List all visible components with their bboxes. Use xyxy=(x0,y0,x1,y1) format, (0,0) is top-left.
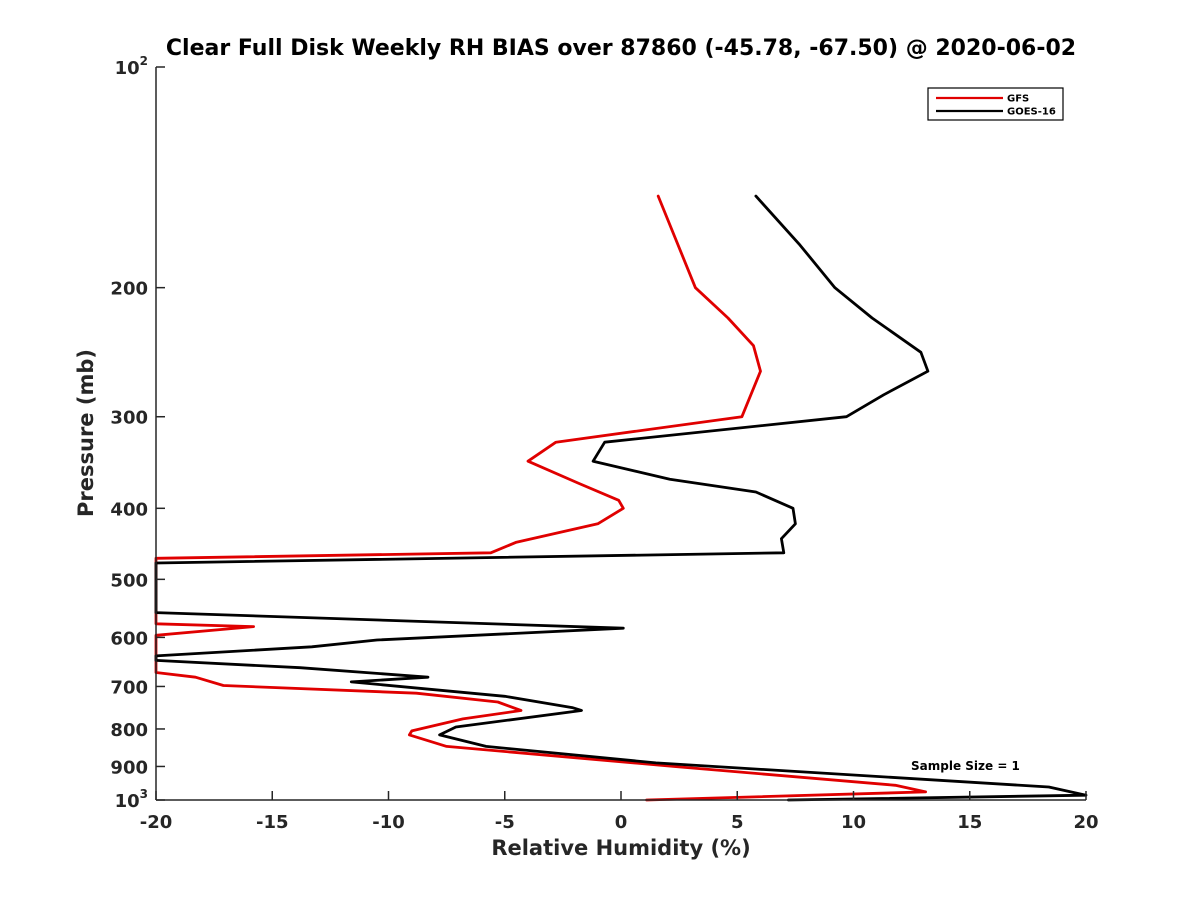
x-axis-label: Relative Humidity (%) xyxy=(491,836,750,860)
legend-box xyxy=(927,87,1064,121)
legend-label-gfs: GFS xyxy=(1007,94,1029,105)
series-line-gfs xyxy=(154,194,927,802)
legend-label-goes16: GOES-16 xyxy=(1007,107,1056,118)
x-tick-label: -15 xyxy=(256,812,289,833)
y-tick-label: 500 xyxy=(110,570,148,591)
x-tick-label: -20 xyxy=(140,812,173,833)
series-lines xyxy=(154,194,1088,802)
series-line-goes16 xyxy=(154,194,1088,802)
y-tick-label: 900 xyxy=(110,757,148,778)
x-tick-label: 10 xyxy=(841,812,866,833)
y-tick-label: 400 xyxy=(110,499,148,520)
y-tick-label: 300 xyxy=(110,408,148,429)
x-tick-label: 5 xyxy=(731,812,744,833)
y-axis-label: Pressure (mb) xyxy=(74,349,98,517)
x-tick-label: -10 xyxy=(372,812,405,833)
x-tick-label: 0 xyxy=(615,812,628,833)
y-tick-label: 700 xyxy=(110,677,148,698)
y-tick-label: 600 xyxy=(110,628,148,649)
x-ticks: -20 -15 -10 -5 0 5 10 15 20 xyxy=(140,791,1099,833)
y-tick-label: 200 xyxy=(110,279,148,300)
x-tick-label: -5 xyxy=(495,812,515,833)
x-tick-label: 15 xyxy=(957,812,982,833)
y-ticks: 102 200 300 400 500 600 700 800 900 103 xyxy=(110,54,165,812)
sample-size-annotation: Sample Size = 1 xyxy=(911,759,1020,773)
y-tick-label: 102 xyxy=(115,54,148,79)
legend: GFS GOES-16 xyxy=(927,87,1064,121)
y-tick-label: 800 xyxy=(110,720,148,741)
x-tick-label: 20 xyxy=(1073,812,1098,833)
y-tick-label: 103 xyxy=(115,787,148,812)
chart-title: Clear Full Disk Weekly RH BIAS over 8786… xyxy=(166,36,1076,61)
